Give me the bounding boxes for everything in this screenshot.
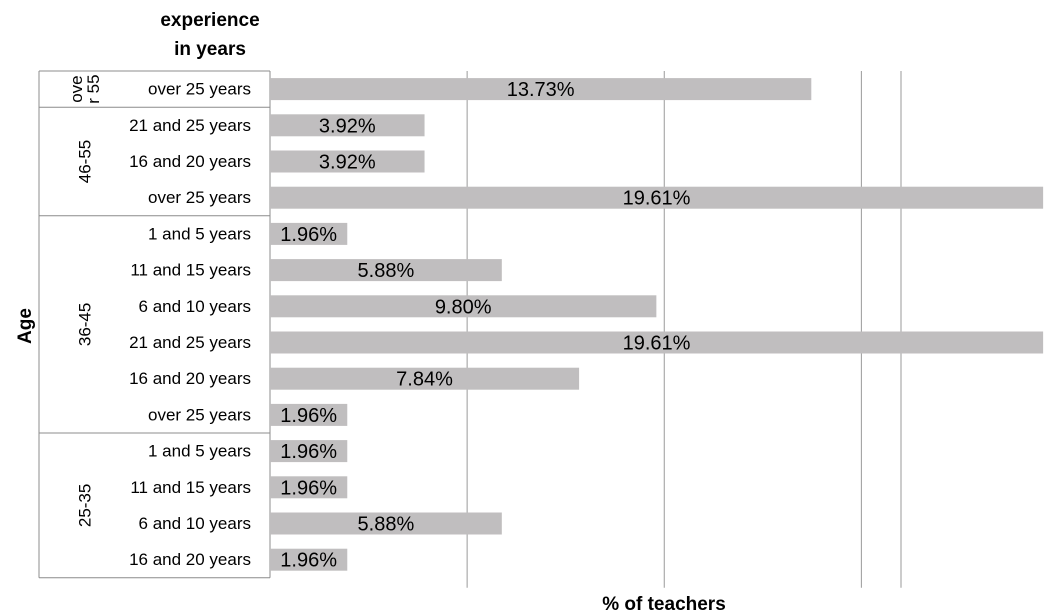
data-label: 3.92% <box>319 115 376 137</box>
category-label: 16 and 20 years <box>129 152 251 171</box>
data-label: 9.80% <box>435 296 492 318</box>
bar <box>270 114 425 137</box>
bar <box>270 222 348 245</box>
y-axis-title: Age <box>15 308 36 344</box>
category-label: 1 and 5 years <box>148 224 251 243</box>
category-label: 6 and 10 years <box>139 297 251 316</box>
bar <box>270 548 348 571</box>
category-header-line-1: experience <box>160 10 259 31</box>
bar <box>270 512 502 535</box>
category-label: 1 and 5 years <box>148 442 251 461</box>
data-label: 1.96% <box>280 224 337 246</box>
group-label: 36-45 <box>76 303 95 346</box>
data-label: 13.73% <box>507 79 575 101</box>
category-label: 16 and 20 years <box>129 550 251 569</box>
category-label: 16 and 20 years <box>129 369 251 388</box>
bar <box>270 259 502 282</box>
data-label: 19.61% <box>623 188 691 210</box>
x-axis-title: % of teachers <box>602 594 726 615</box>
group-label: r 55 <box>84 74 103 103</box>
bar <box>270 331 1044 354</box>
category-frame <box>38 70 271 579</box>
data-label: 3.92% <box>319 152 376 174</box>
category-label: 6 and 10 years <box>139 514 251 533</box>
group-label: ove <box>67 75 86 102</box>
bar <box>270 367 580 390</box>
category-label: 11 and 15 years <box>130 478 251 497</box>
data-label: 5.88% <box>358 514 415 536</box>
data-label: 1.96% <box>280 405 337 427</box>
bar <box>270 440 348 463</box>
bar <box>270 78 812 101</box>
data-label: 1.96% <box>280 441 337 463</box>
gridlines <box>466 71 902 588</box>
category-label: 11 and 15 years <box>130 261 251 280</box>
bars <box>270 78 1044 571</box>
data-label: 19.61% <box>623 333 691 355</box>
bar <box>270 186 1044 209</box>
category-label: over 25 years <box>148 405 251 424</box>
category-label: over 25 years <box>148 188 251 207</box>
bar <box>270 150 425 173</box>
data-label: 1.96% <box>280 550 337 572</box>
labels: over 55 46-55 36-45 25-35 over 25 years 13.73… <box>67 74 691 571</box>
bar <box>270 476 348 499</box>
category-label: over 25 years <box>148 80 251 99</box>
category-header-line-2: in years <box>174 39 246 60</box>
data-label: 7.84% <box>396 369 453 391</box>
bar <box>270 403 348 426</box>
bar <box>270 295 657 318</box>
data-label: 5.88% <box>358 260 415 282</box>
group-label: 25-35 <box>76 484 95 527</box>
category-label: 21 and 25 years <box>129 333 251 352</box>
group-label: 46-55 <box>76 140 95 183</box>
data-label: 1.96% <box>280 477 337 499</box>
category-label: 21 and 25 years <box>129 116 251 135</box>
